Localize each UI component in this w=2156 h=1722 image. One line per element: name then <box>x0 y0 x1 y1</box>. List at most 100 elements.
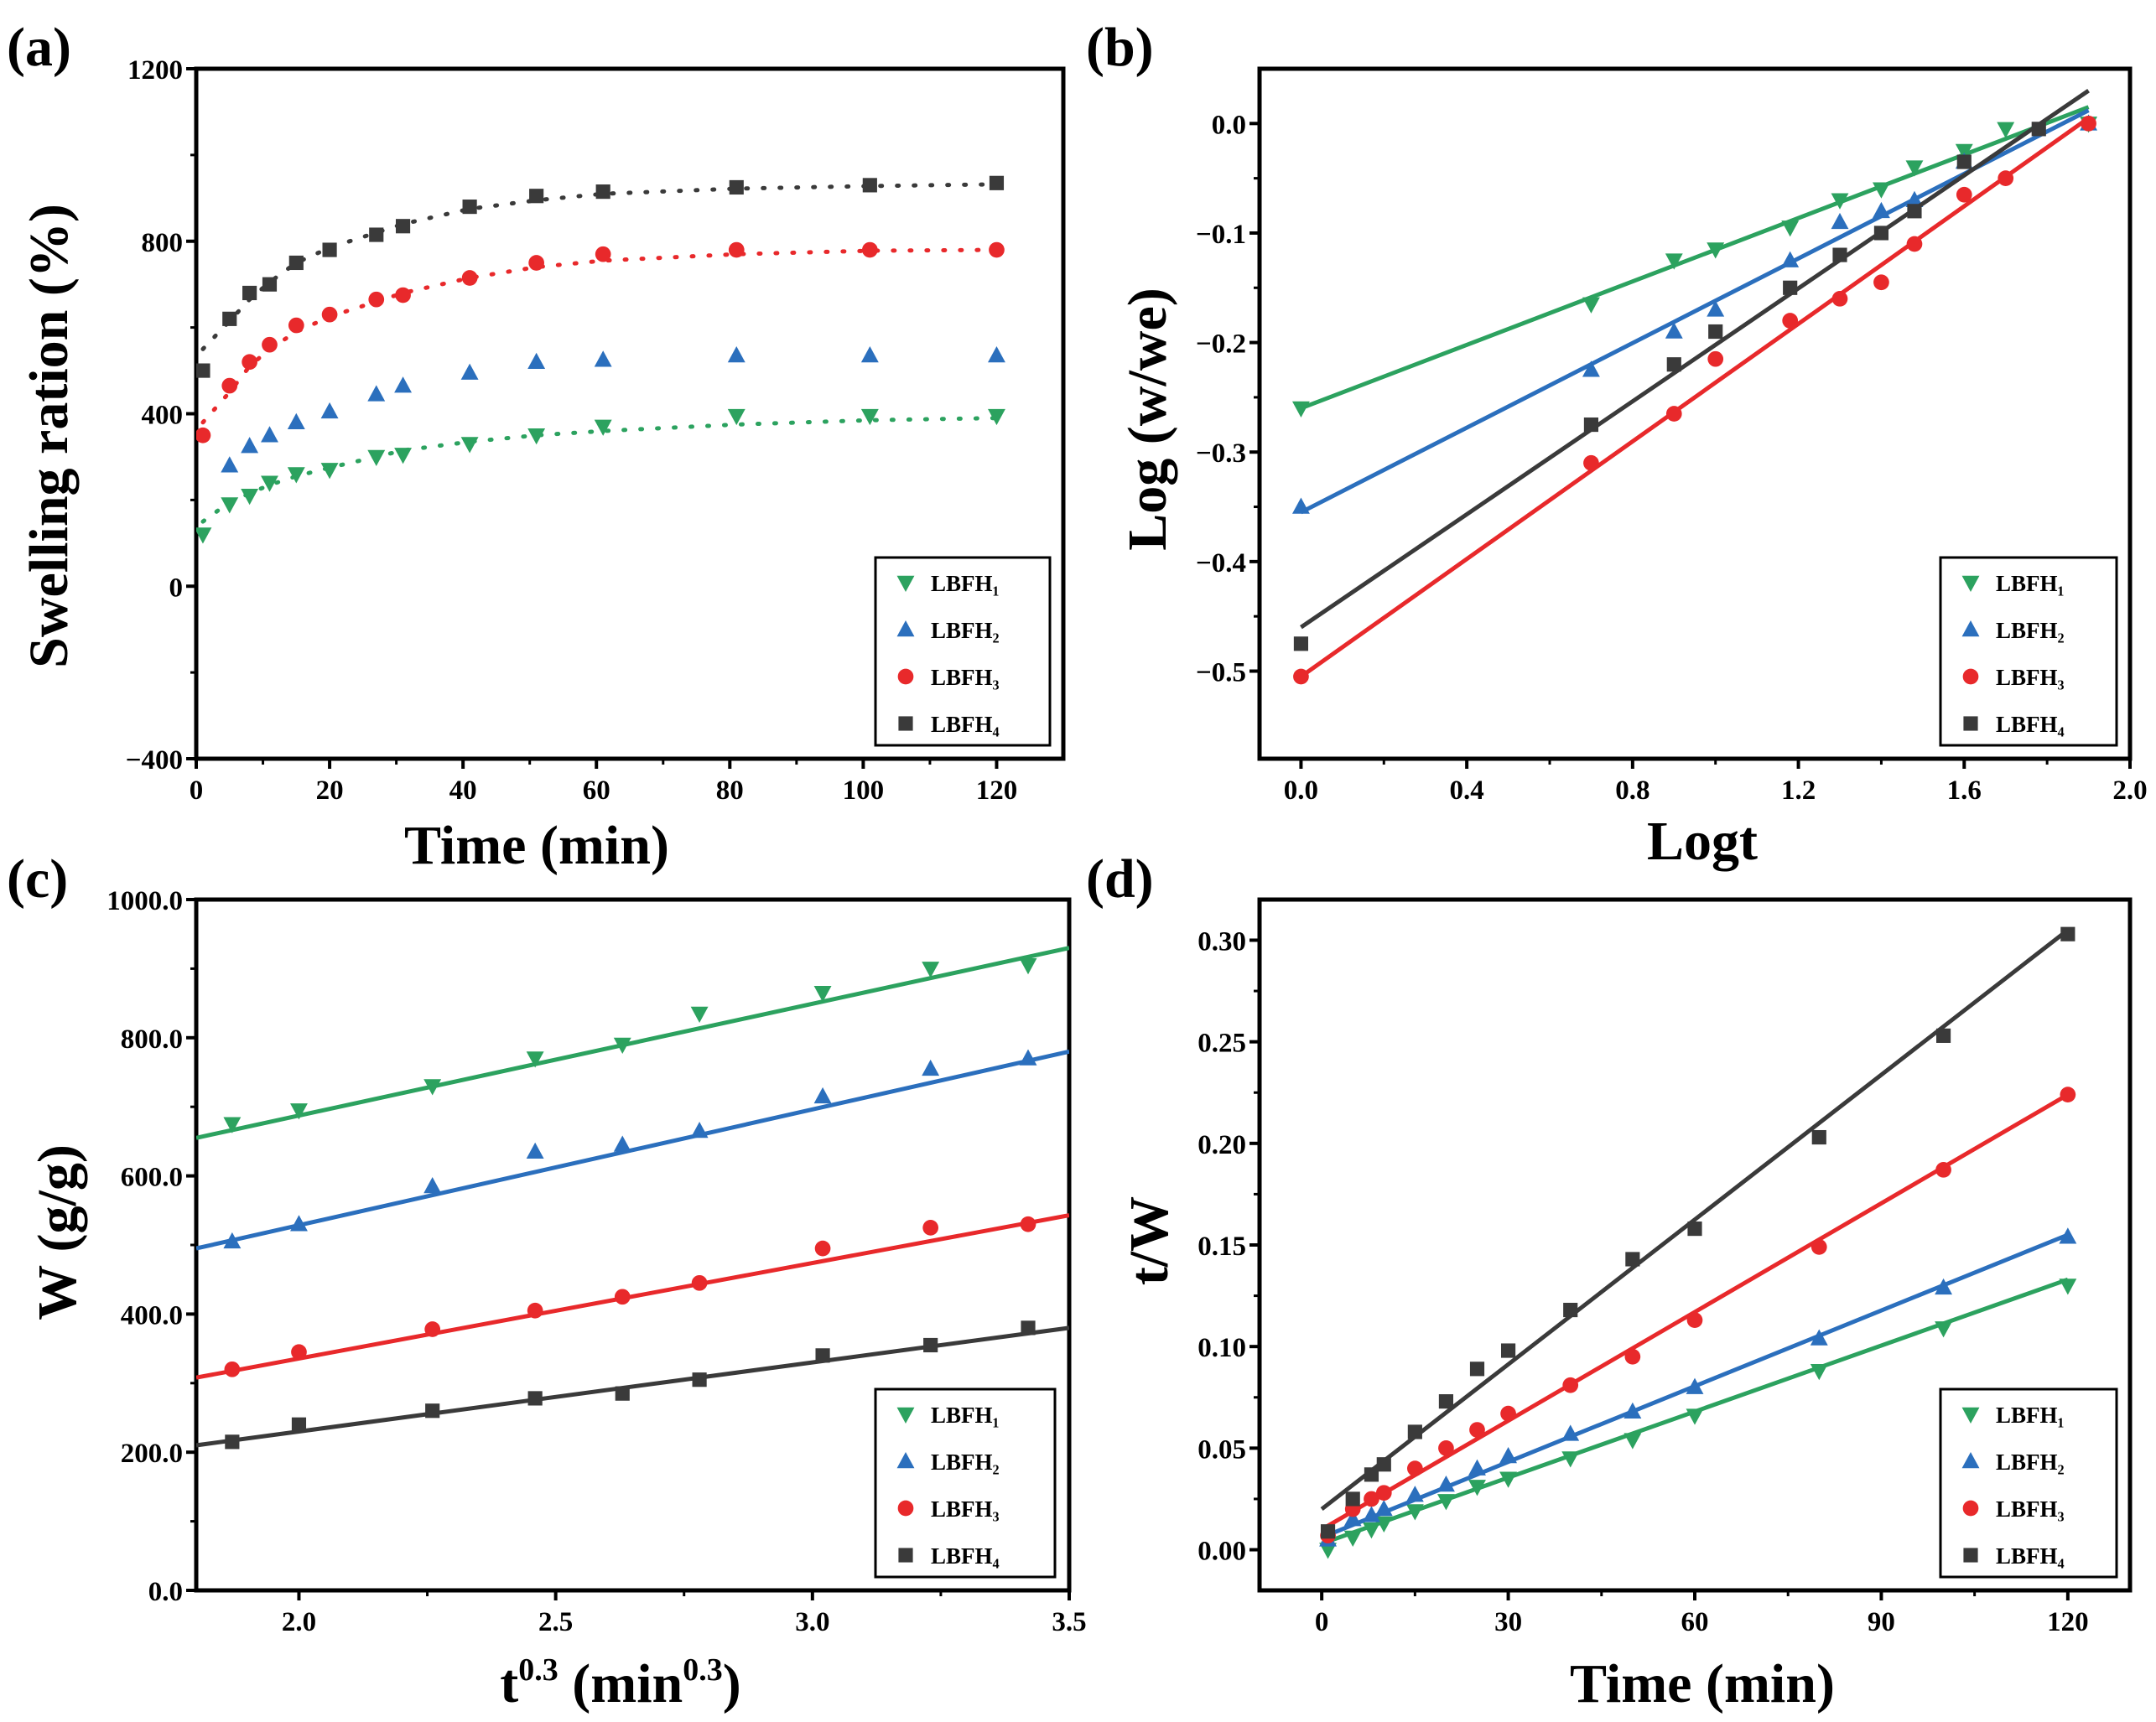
data-point-LBFH4 <box>692 1372 707 1387</box>
x-tick-label: 3.5 <box>1052 1607 1086 1637</box>
y-tick-label: −400 <box>126 745 183 775</box>
series-LBFH3 <box>196 1213 1069 1380</box>
data-point-LBFH1 <box>1955 143 1973 160</box>
series-LBFH4 <box>196 1320 1069 1450</box>
x-tick-label: 20 <box>316 775 344 806</box>
data-point-LBFH1 <box>221 497 239 514</box>
data-point-LBFH1 <box>1707 242 1725 259</box>
x-tick-label: 2.5 <box>538 1607 573 1637</box>
legend-label-LBFH2: LBFH₂ <box>1996 1450 2065 1475</box>
data-point-LBFH2 <box>1810 1329 1828 1346</box>
y-tick-label: −0.5 <box>1196 657 1246 687</box>
data-point-LBFH3 <box>1665 406 1682 422</box>
y-tick-label: 0.15 <box>1197 1232 1246 1262</box>
data-point-LBFH3 <box>1935 1161 1951 1178</box>
fit-line-LBFH4 <box>1320 928 2070 1512</box>
series-LBFH3 <box>196 241 1005 443</box>
legend-marker-LBFH4 <box>1963 716 1978 731</box>
data-point-LBFH3 <box>1998 170 2014 186</box>
y-tick-label: 800.0 <box>121 1024 183 1055</box>
data-point-LBFH3 <box>2060 1087 2076 1103</box>
legend-marker-LBFH2 <box>1961 1452 1980 1469</box>
series-LBFH2 <box>1319 1227 2077 1547</box>
series-LBFH4 <box>1320 926 2075 1539</box>
data-point-LBFH4 <box>1407 1424 1422 1439</box>
data-point-LBFH2 <box>1499 1447 1518 1464</box>
data-point-LBFH4 <box>729 179 744 195</box>
data-point-LBFH3 <box>1407 1460 1423 1476</box>
data-point-LBFH4 <box>2060 926 2075 941</box>
data-point-LBFH4 <box>1320 1524 1336 1539</box>
data-point-LBFH3 <box>1500 1405 1516 1422</box>
data-point-LBFH4 <box>595 184 610 200</box>
data-point-LBFH3 <box>461 270 478 286</box>
panel-label: (c) <box>7 848 68 910</box>
data-point-LBFH2 <box>1707 300 1725 317</box>
data-point-LBFH1 <box>1405 1504 1424 1521</box>
y-tick-label: −0.3 <box>1196 438 1246 469</box>
data-point-LBFH1 <box>320 463 339 480</box>
y-tick-label: 0.25 <box>1197 1029 1246 1059</box>
data-point-LBFH2 <box>241 437 259 454</box>
data-point-LBFH4 <box>1708 324 1723 340</box>
data-point-LBFH1 <box>1561 1451 1580 1468</box>
legend-marker-LBFH2 <box>896 620 915 637</box>
data-point-LBFH2 <box>1905 190 1924 208</box>
plot-area <box>1291 89 2098 685</box>
data-point-LBFH4 <box>529 189 544 204</box>
data-point-LBFH1 <box>526 1051 544 1068</box>
fit-curve-LBFH4 <box>200 182 999 351</box>
data-point-LBFH3 <box>1469 1422 1485 1438</box>
series-LBFH2 <box>196 1049 1069 1251</box>
legend-label-LBFH4: LBFH₄ <box>931 712 1000 737</box>
data-point-LBFH3 <box>1438 1440 1454 1456</box>
series-LBFH1 <box>196 408 1005 544</box>
data-point-LBFH3 <box>728 241 745 258</box>
data-point-LBFH2 <box>320 402 339 419</box>
fit-line-LBFH1 <box>196 946 1069 1140</box>
data-point-LBFH2 <box>290 1215 308 1232</box>
data-point-LBFH1 <box>367 449 386 466</box>
legend-marker-LBFH1 <box>1961 1407 1980 1424</box>
data-point-LBFH1 <box>1905 160 1924 177</box>
x-tick-label: 60 <box>583 775 610 806</box>
data-point-LBFH2 <box>1019 1049 1037 1066</box>
data-point-LBFH1 <box>423 1079 442 1096</box>
data-point-LBFH4 <box>369 227 384 242</box>
data-point-LBFH2 <box>367 385 386 402</box>
data-point-LBFH3 <box>527 1302 543 1319</box>
fit-curve-LBFH3 <box>200 247 999 425</box>
data-point-LBFH4 <box>1500 1343 1516 1358</box>
fit-line-LBFH4 <box>1300 89 2090 630</box>
data-point-LBFH4 <box>2031 122 2046 137</box>
data-point-LBFH4 <box>262 277 278 292</box>
data-point-LBFH2 <box>1561 1424 1580 1441</box>
legend-label-LBFH2: LBFH₂ <box>931 618 1000 643</box>
data-point-LBFH2 <box>1665 322 1683 339</box>
legend-marker-LBFH4 <box>898 1548 913 1563</box>
y-tick-label: 0.0 <box>1212 110 1246 140</box>
data-point-LBFH1 <box>727 408 746 426</box>
data-point-LBFH2 <box>988 346 1005 363</box>
data-point-LBFH1 <box>527 428 546 445</box>
data-point-LBFH2 <box>1436 1475 1455 1492</box>
data-point-LBFH3 <box>1956 186 1972 203</box>
y-axis-title: Swelling ration (%) <box>18 204 80 668</box>
data-point-LBFH1 <box>290 1103 308 1120</box>
data-point-LBFH2 <box>1343 1510 1362 1527</box>
data-point-LBFH3 <box>196 427 211 443</box>
data-point-LBFH1 <box>1343 1530 1362 1547</box>
data-point-LBFH3 <box>1020 1216 1036 1232</box>
legend: LBFH₁ LBFH₂ LBFH₃ LBFH₄ <box>1939 556 2118 747</box>
y-tick-label: 0.10 <box>1197 1333 1246 1363</box>
data-point-LBFH4 <box>395 219 411 234</box>
data-point-LBFH2 <box>1831 212 1849 230</box>
data-point-LBFH3 <box>595 246 611 262</box>
data-point-LBFH1 <box>1665 253 1683 270</box>
series-LBFH1 <box>1319 1277 2077 1559</box>
y-tick-label: 0 <box>169 573 184 603</box>
x-tick-label: 120 <box>976 775 1018 806</box>
data-point-LBFH3 <box>368 291 385 308</box>
data-point-LBFH4 <box>1783 280 1798 295</box>
